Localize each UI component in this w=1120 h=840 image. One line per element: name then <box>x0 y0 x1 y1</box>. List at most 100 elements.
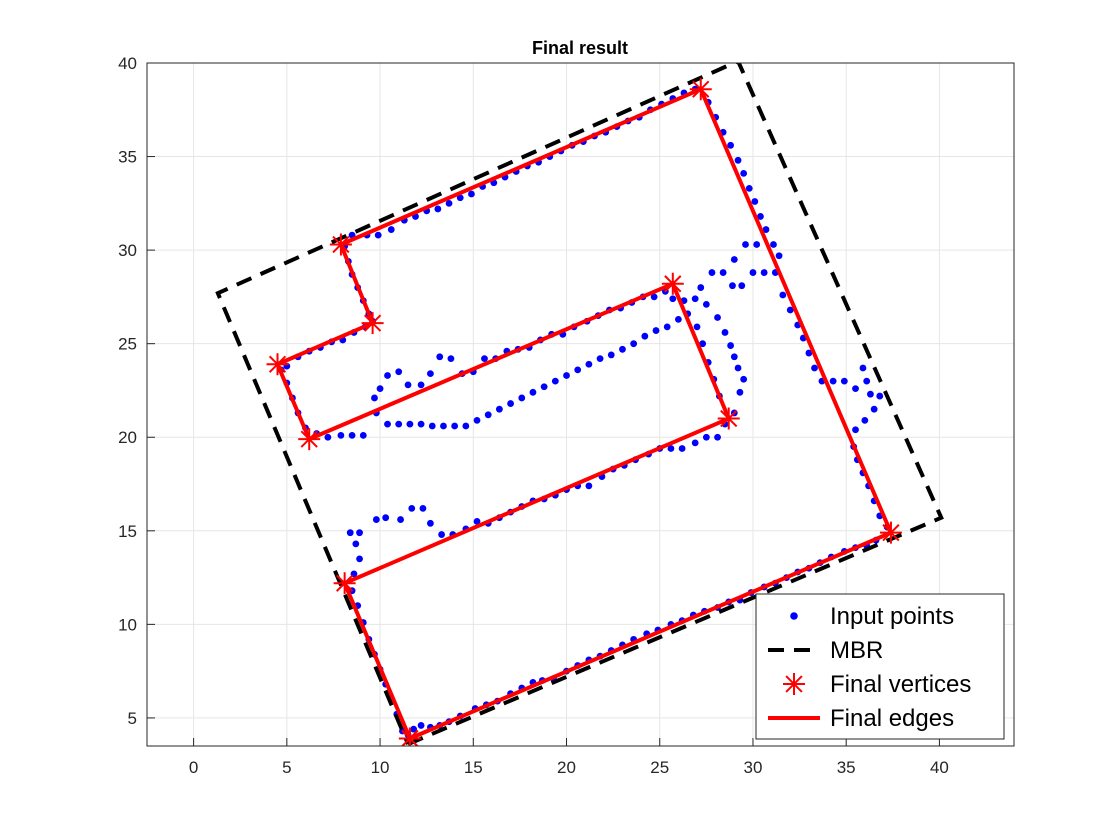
input-point <box>445 199 453 207</box>
input-point <box>702 433 710 441</box>
input-point <box>574 366 582 374</box>
input-point <box>473 417 481 424</box>
final-vertex-marker <box>298 428 321 451</box>
input-point <box>551 377 559 385</box>
input-point <box>719 269 727 276</box>
input-point <box>456 194 464 202</box>
y-tick-label: 20 <box>118 428 137 447</box>
input-point <box>585 482 593 490</box>
x-tick-label: 25 <box>650 758 669 777</box>
final-vertex-marker <box>329 233 352 256</box>
input-point <box>667 445 675 452</box>
input-point <box>669 295 677 303</box>
x-tick-label: 40 <box>930 758 949 777</box>
input-point <box>678 445 686 452</box>
input-point <box>852 426 859 434</box>
input-point <box>708 269 716 276</box>
input-point <box>734 364 742 372</box>
input-point <box>699 340 707 348</box>
input-point <box>596 355 604 363</box>
input-point <box>495 405 503 413</box>
input-point <box>697 284 705 291</box>
input-point <box>740 170 748 177</box>
input-point <box>762 226 770 233</box>
input-point <box>518 394 526 402</box>
input-point <box>786 306 794 314</box>
input-point <box>462 422 470 430</box>
input-point <box>840 377 848 385</box>
input-point <box>481 355 488 363</box>
chart-title: Final result <box>532 38 628 58</box>
input-point <box>434 205 442 213</box>
input-point <box>384 372 391 379</box>
input-point <box>395 368 403 376</box>
input-point <box>427 370 434 378</box>
input-point <box>749 269 757 276</box>
final-vertex-marker <box>689 78 712 101</box>
input-point <box>730 256 738 263</box>
input-point <box>736 388 744 396</box>
input-point <box>484 411 492 419</box>
x-tick-label: 20 <box>557 758 576 777</box>
input-point <box>384 420 391 428</box>
legend-symbol-input-points <box>790 612 798 620</box>
legend-label: Final edges <box>830 705 954 732</box>
axes-box <box>146 62 1015 747</box>
final-vertex-marker <box>717 407 740 430</box>
input-point <box>507 400 514 407</box>
y-tick-label: 40 <box>118 54 137 73</box>
input-point <box>674 315 682 323</box>
input-point <box>727 342 734 349</box>
input-point <box>540 383 548 391</box>
input-point <box>760 269 768 276</box>
input-point <box>727 141 734 149</box>
input-point <box>404 381 412 389</box>
final-vertex-marker <box>361 312 384 335</box>
x-tick-label: 30 <box>744 758 763 777</box>
legend-label: MBR <box>830 637 883 664</box>
input-point <box>473 518 481 525</box>
input-point <box>691 439 699 447</box>
input-point <box>372 516 380 523</box>
input-point <box>410 725 418 733</box>
input-point <box>630 340 638 348</box>
y-tick-label: 35 <box>118 148 137 167</box>
input-point <box>374 231 382 239</box>
y-tick-label: 25 <box>118 335 137 354</box>
input-point <box>691 295 699 303</box>
legend-box <box>755 593 1005 740</box>
input-point <box>356 555 363 563</box>
final-vertex-marker <box>879 521 902 544</box>
input-point <box>730 353 738 361</box>
input-point <box>419 504 427 512</box>
y-tick-label: 10 <box>118 615 137 634</box>
input-point <box>324 433 332 441</box>
input-point <box>417 381 425 389</box>
input-point <box>663 323 671 331</box>
input-point <box>745 184 753 192</box>
input-point <box>702 300 710 308</box>
input-point <box>859 364 867 372</box>
input-point <box>382 514 390 522</box>
input-point <box>397 516 404 523</box>
input-point <box>734 156 742 164</box>
input-point <box>346 529 354 537</box>
input-point <box>371 394 378 402</box>
x-tick-label: 35 <box>837 758 856 777</box>
input-point <box>870 405 878 413</box>
y-tick-label: 5 <box>128 709 137 728</box>
final-vertex-marker <box>398 727 421 746</box>
input-point <box>742 241 749 248</box>
input-point <box>356 529 363 537</box>
y-tick-label: 15 <box>118 522 137 541</box>
input-point <box>876 392 884 400</box>
input-point <box>829 377 837 385</box>
input-point <box>721 329 729 336</box>
input-point <box>770 241 777 248</box>
input-point <box>376 385 384 392</box>
input-point <box>753 241 761 248</box>
legend-symbol-final-vertices <box>783 673 805 695</box>
input-point <box>619 345 626 353</box>
legend-label: Input points <box>830 603 954 630</box>
y-tick-label: 30 <box>118 241 137 260</box>
